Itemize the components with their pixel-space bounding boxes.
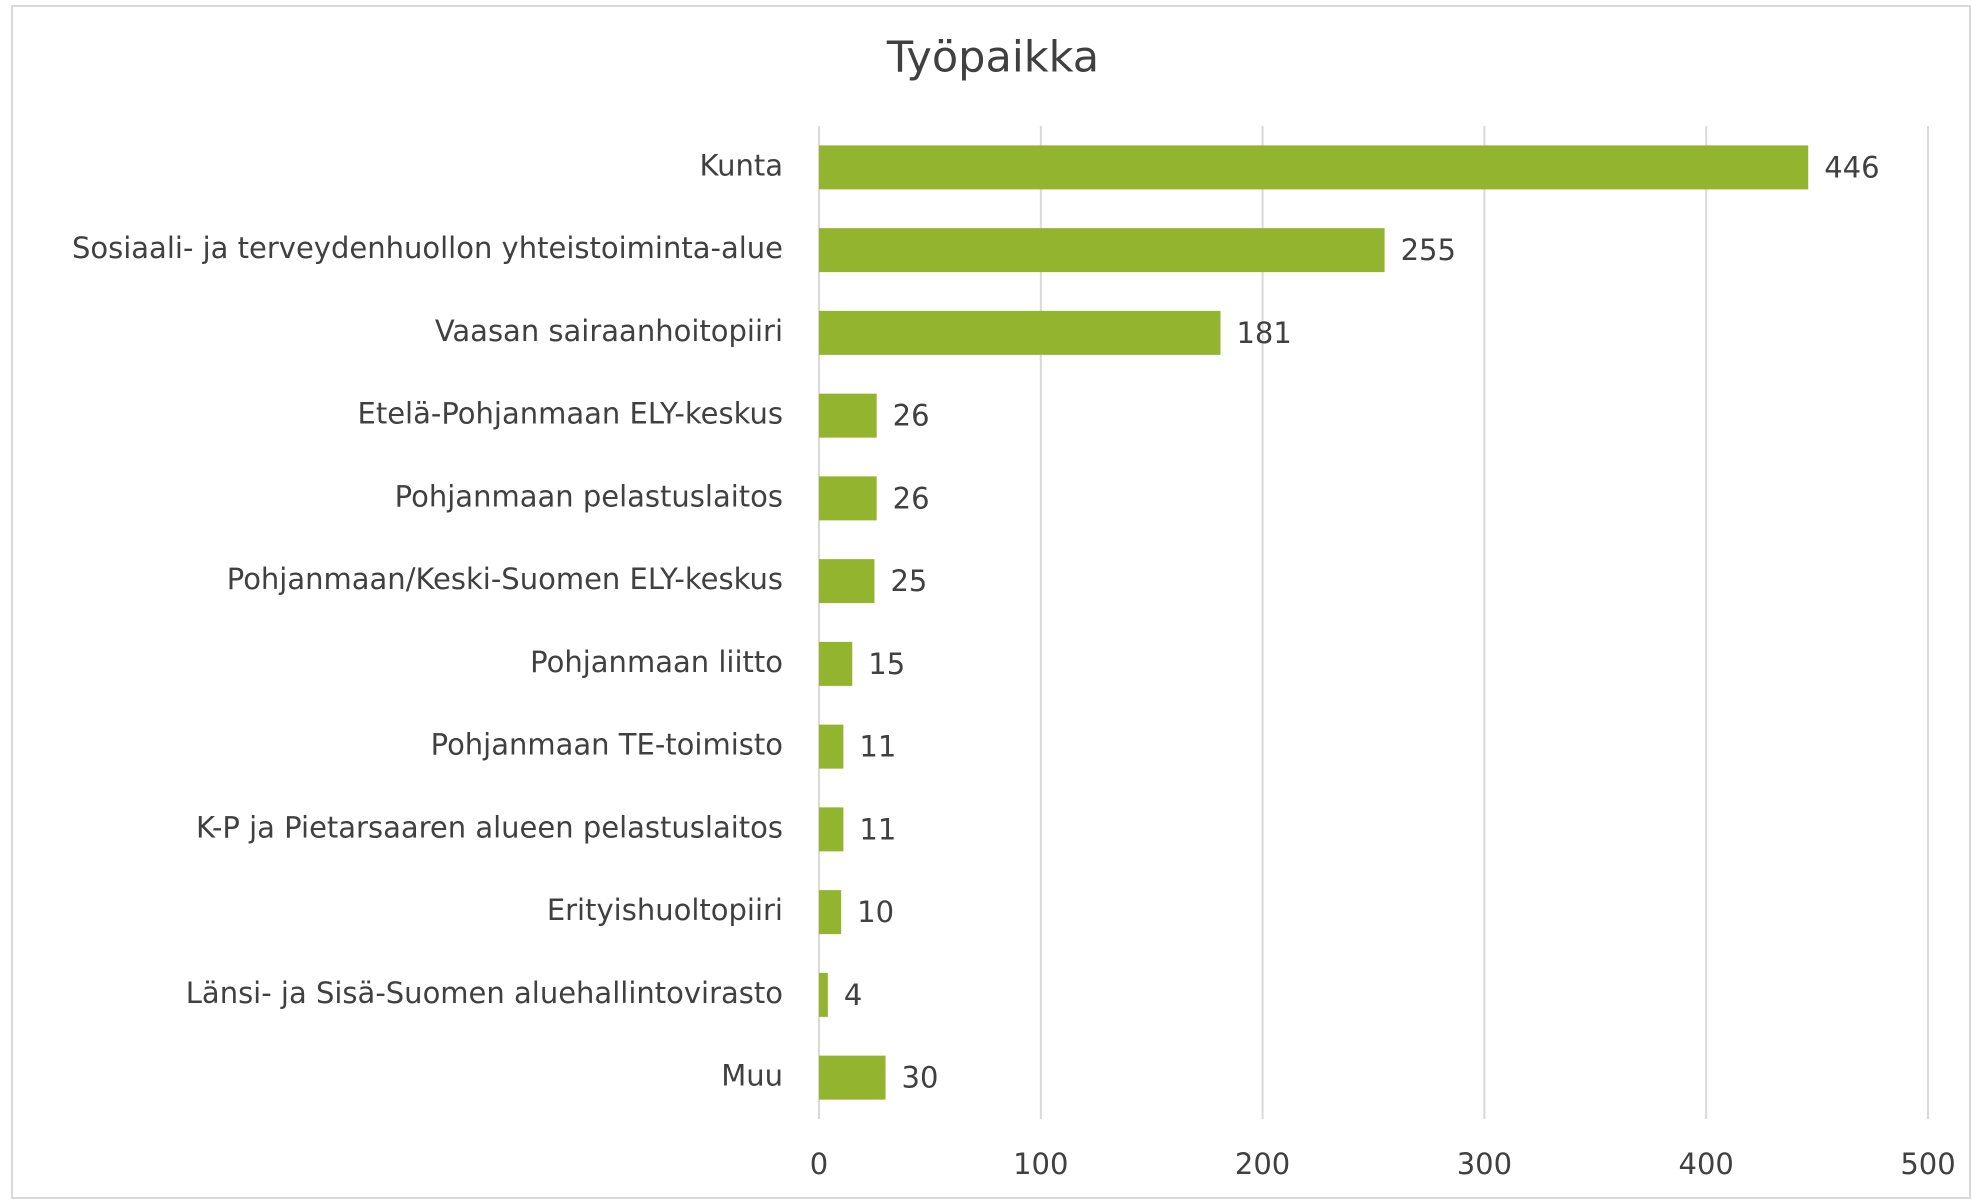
bar [819, 641, 853, 686]
data-label: 10 [857, 895, 894, 929]
y-tick-label: Erityishuoltopiiri [547, 893, 783, 927]
bar [819, 145, 1809, 190]
data-label: 181 [1236, 316, 1291, 350]
chart-title: Työpaikka [886, 33, 1099, 83]
y-tick-label: Pohjanmaan TE-toimisto [431, 728, 783, 762]
data-label: 11 [859, 812, 896, 846]
bar [819, 890, 842, 935]
bar [819, 476, 877, 521]
data-label: 4 [844, 978, 862, 1012]
x-tick-label: 100 [1013, 1147, 1068, 1181]
bar [819, 807, 844, 852]
bar [819, 310, 1221, 355]
y-tick-label: K-P ja Pietarsaaren alueen pelastuslaito… [196, 810, 783, 844]
bar [819, 1055, 886, 1100]
y-tick-label: Pohjanmaan liitto [530, 645, 783, 679]
y-tick-label: Kunta [700, 148, 783, 182]
x-tick-label: 500 [1900, 1147, 1955, 1181]
y-tick-label: Sosiaali- ja terveydenhuollon yhteistoim… [72, 231, 783, 265]
y-tick-label: Länsi- ja Sisä-Suomen aluehallintovirast… [186, 976, 783, 1010]
bar [819, 724, 844, 769]
data-label: 26 [893, 399, 930, 433]
bar [819, 972, 828, 1017]
data-label: 255 [1401, 233, 1456, 267]
x-tick-label: 400 [1679, 1147, 1734, 1181]
x-tick-label: 300 [1457, 1147, 1512, 1181]
data-label: 30 [902, 1061, 939, 1095]
bar [819, 559, 875, 604]
data-label: 11 [859, 730, 896, 764]
chart-frame [11, 5, 1971, 1199]
y-tick-label: Pohjanmaan/Keski-Suomen ELY-keskus [227, 562, 783, 596]
y-tick-label: Muu [721, 1059, 783, 1093]
y-tick-label: Vaasan sairaanhoitopiiri [435, 314, 783, 348]
y-tick-label: Etelä-Pohjanmaan ELY-keskus [358, 397, 783, 431]
data-label: 25 [890, 564, 927, 598]
data-label: 446 [1824, 150, 1879, 184]
x-tick-label: 0 [810, 1147, 828, 1181]
bar [819, 393, 877, 438]
y-tick-label: Pohjanmaan pelastuslaitos [395, 479, 783, 513]
bar [819, 228, 1385, 273]
x-tick-label: 200 [1235, 1147, 1290, 1181]
data-label: 15 [868, 647, 905, 681]
data-label: 26 [893, 481, 930, 515]
